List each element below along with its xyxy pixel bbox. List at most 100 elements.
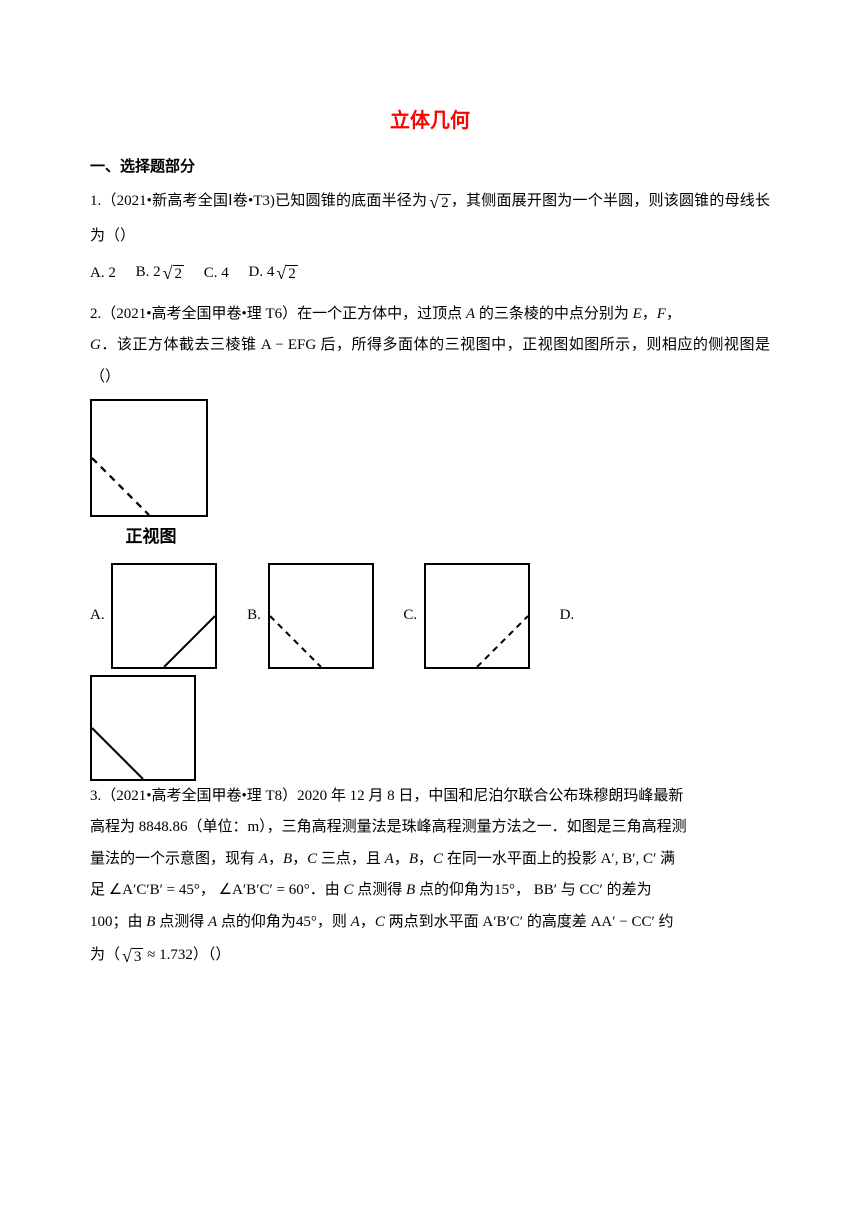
txt: 的三条棱的中点分别为 xyxy=(475,306,633,322)
label: C. xyxy=(403,600,417,632)
q1-option-c: C. 4 xyxy=(204,258,229,290)
txt: 量法的一个示意图，现有 xyxy=(90,851,259,867)
txt: ， xyxy=(666,306,681,322)
front-view-square xyxy=(90,399,208,517)
expr: A − EFG xyxy=(261,337,316,353)
txt: 足 xyxy=(90,882,109,898)
radicand: 2 xyxy=(439,194,451,211)
txt: ， xyxy=(268,851,283,867)
val: ≈ 1.732 xyxy=(143,947,192,963)
diag-svg xyxy=(113,565,215,667)
txt: ， xyxy=(200,882,215,898)
var: B xyxy=(406,882,415,898)
var: E xyxy=(633,306,642,322)
sqrt-icon: √3 xyxy=(120,938,143,976)
question-3-line5: 100；由 B 点测得 A 点的仰角为45°，则 A，C 两点到水平面 A′B′… xyxy=(90,907,770,939)
question-2-line2: G．该正方体截去三棱锥 A − EFG 后，所得多面体的三视图中，正视图如图所示… xyxy=(90,330,770,393)
var: C xyxy=(343,882,353,898)
q2-choices: A. B. C. D. xyxy=(90,563,770,669)
choice-a: A. xyxy=(90,563,217,669)
label: A. xyxy=(90,600,105,632)
var: F xyxy=(657,306,666,322)
txt: 2.（2021•高考全国甲卷•理 T6）在一个正方体中，过顶点 xyxy=(90,306,466,322)
choice-b: B. xyxy=(247,563,374,669)
q1-option-b: B. 2√2 xyxy=(136,255,184,293)
txt: 满 xyxy=(656,851,675,867)
sqrt-icon: √2 xyxy=(274,255,297,293)
diag-svg xyxy=(270,565,372,667)
front-view-figure: 正视图 xyxy=(90,399,770,555)
choice-d: D. xyxy=(560,600,578,632)
var: C xyxy=(375,914,385,930)
radicand: 2 xyxy=(173,265,185,282)
choice-d-figure-row xyxy=(90,675,770,781)
var: C xyxy=(307,851,317,867)
expr: ∠A′C′B′ = 45° xyxy=(109,882,200,898)
var: B xyxy=(409,851,418,867)
txt: 100；由 xyxy=(90,914,146,930)
sqrt-icon: √2 xyxy=(161,255,184,293)
var: A xyxy=(259,851,268,867)
txt: ）（） xyxy=(193,947,231,963)
txt: ， xyxy=(394,851,409,867)
label: D. xyxy=(560,600,575,632)
txt: ， xyxy=(642,306,657,322)
txt: ， xyxy=(418,851,433,867)
question-3-line4: 足 ∠A′C′B′ = 45°， ∠A′B′C′ = 60°．由 C 点测得 B… xyxy=(90,875,770,907)
label: B. xyxy=(247,600,261,632)
expr: ∠A′B′C′ = 60° xyxy=(219,882,310,898)
txt: 的差为 xyxy=(603,882,652,898)
opt-val: 4 xyxy=(221,265,229,281)
val: 15° xyxy=(494,882,515,898)
txt: 约 xyxy=(655,914,674,930)
question-3-line1: 3.（2021•高考全国甲卷•理 T8）2020 年 12 月 8 日，中国和尼… xyxy=(90,781,770,813)
var: C xyxy=(433,851,443,867)
diag-svg xyxy=(92,677,194,779)
opt-val: 2 xyxy=(108,265,116,281)
txt: ， xyxy=(360,914,375,930)
val: 45° xyxy=(296,914,317,930)
txt: 点测得 xyxy=(155,914,208,930)
var: A xyxy=(208,914,217,930)
q1-options: A. 2 B. 2√2 C. 4 D. 4√2 xyxy=(90,255,770,293)
var: A xyxy=(385,851,394,867)
radicand: 3 xyxy=(132,948,144,965)
radicand: 2 xyxy=(286,265,298,282)
choice-c-figure xyxy=(424,563,530,669)
expr: A′, B′, C′ xyxy=(601,851,657,867)
expr: AA′ − CC′ xyxy=(591,914,655,930)
front-view-caption: 正视图 xyxy=(90,519,212,555)
var: G xyxy=(90,337,101,353)
q1-option-d: D. 4√2 xyxy=(249,255,298,293)
q1-option-a: A. 2 xyxy=(90,258,116,290)
choice-b-figure xyxy=(268,563,374,669)
txt: ， xyxy=(515,882,530,898)
txt: 与 xyxy=(557,882,580,898)
txt: 为（ xyxy=(90,947,120,963)
txt: ，则 xyxy=(317,914,351,930)
choice-c: C. xyxy=(403,563,530,669)
txt: ．由 xyxy=(310,882,344,898)
diag-svg xyxy=(426,565,528,667)
txt: 点的仰角为 xyxy=(217,914,296,930)
choice-a-figure xyxy=(111,563,217,669)
section-heading: 一、选择题部分 xyxy=(90,152,770,184)
question-2-line1: 2.（2021•高考全国甲卷•理 T6）在一个正方体中，过顶点 A 的三条棱的中… xyxy=(90,299,770,331)
question-3-line3: 量法的一个示意图，现有 A，B，C 三点，且 A，B，C 在同一水平面上的投影 … xyxy=(90,844,770,876)
var: CC′ xyxy=(580,882,603,898)
question-1: 1.（2021•新高考全国Ⅰ卷•T3)已知圆锥的底面半径为√2，其侧面展开图为一… xyxy=(90,184,770,253)
page-title: 立体几何 xyxy=(90,100,770,142)
question-3-line6: 为（√3 ≈ 1.732）（） xyxy=(90,938,770,976)
txt: 三点，且 xyxy=(317,851,385,867)
txt: 两点到水平面 xyxy=(385,914,483,930)
var: A xyxy=(466,306,475,322)
q1-text-a: 1.（2021•新高考全国Ⅰ卷•T3)已知圆锥的底面半径为 xyxy=(90,193,427,209)
txt: 在同一水平面上的投影 xyxy=(443,851,601,867)
txt: 的高度差 xyxy=(523,914,591,930)
expr: A′B′C′ xyxy=(482,914,523,930)
txt: 点测得 xyxy=(354,882,407,898)
var: A xyxy=(351,914,360,930)
front-view-svg xyxy=(92,401,206,515)
choice-d-figure xyxy=(90,675,196,781)
sqrt-icon: √2 xyxy=(427,184,450,222)
